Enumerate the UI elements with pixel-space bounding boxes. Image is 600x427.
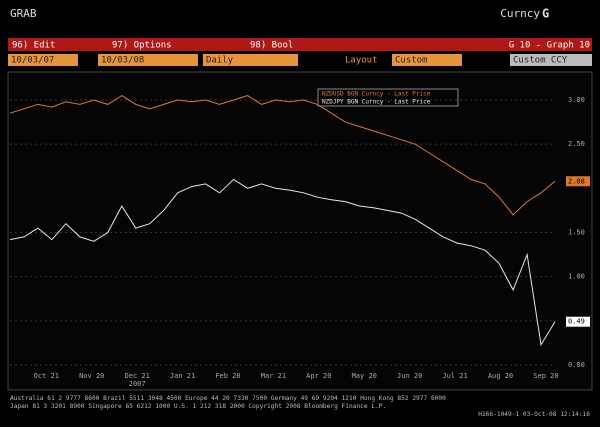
menu-item[interactable]: G 10 - Graph 10 [509,41,590,51]
x-tick-label: Mar 21 [261,372,286,380]
footer-line: H166-1049-1 03-Oct-08 12:14:16 [478,411,590,418]
legend-box [317,88,459,107]
last-value-box [566,316,590,327]
y-tick-label: 0.00 [568,361,585,369]
y-tick-label: 2.50 [568,140,585,148]
legend-entry: NZDUSD BGN Curncy - Last Price [322,91,431,98]
ccy: Custom CCY [513,56,568,66]
x-tick-label: Jul 21 [442,372,467,380]
footer-line: Japan 81 3 3201 8900 Singapore 65 6212 1… [10,403,386,410]
period-field[interactable] [203,54,298,66]
last-value: 2.08 [568,177,585,185]
x-tick-label: Nov 20 [79,372,104,380]
last-value-box [566,176,590,187]
layout-label: Layout [345,56,378,66]
menu-item[interactable]: 97) Options [112,41,172,51]
x-tick-label: Aug 20 [488,372,513,380]
y-tick-label: 1.00 [568,273,585,281]
x-tick-label: Jan 21 [170,372,195,380]
x-tick-label: Sep 20 [533,372,558,380]
ccy-field[interactable] [510,54,592,66]
x-tick-label: Dec 21 [125,372,150,380]
last-value: 0.49 [568,318,585,326]
series-line [9,178,556,347]
layout-field[interactable] [392,54,462,66]
function-name: GRAB [10,7,37,20]
menu-item[interactable]: 98) Bool [250,41,293,51]
y-tick-label: 3.00 [568,96,585,104]
y-tick-label: 1.50 [568,229,585,237]
market-key: G [542,7,549,21]
end-date: 10/03/08 [101,56,144,66]
start-date-field[interactable] [8,54,78,66]
period: Daily [206,56,234,66]
x-tick-label: Feb 20 [215,372,240,380]
legend-entry: NZDJPY BGN Curncy - Last Price [322,99,431,106]
footer-line: Australia 61 2 9777 8600 Brazil 5511 304… [10,395,446,402]
menu-bar [8,38,592,51]
x-tick-label: May 20 [352,372,377,380]
series-line [9,95,556,216]
end-date-field[interactable] [98,54,198,66]
layout-value: Custom [395,56,428,66]
menu-item[interactable]: 96) Edit [12,41,55,51]
x-tick-label: Apr 20 [306,372,331,380]
x-tick-label: Oct 21 [34,372,59,380]
x-tick-label: Jun 20 [397,372,422,380]
start-date: 10/03/07 [11,56,54,66]
year-label: 2007 [129,380,146,388]
chart-frame [7,71,593,391]
market-sector: Curncy [500,7,540,20]
